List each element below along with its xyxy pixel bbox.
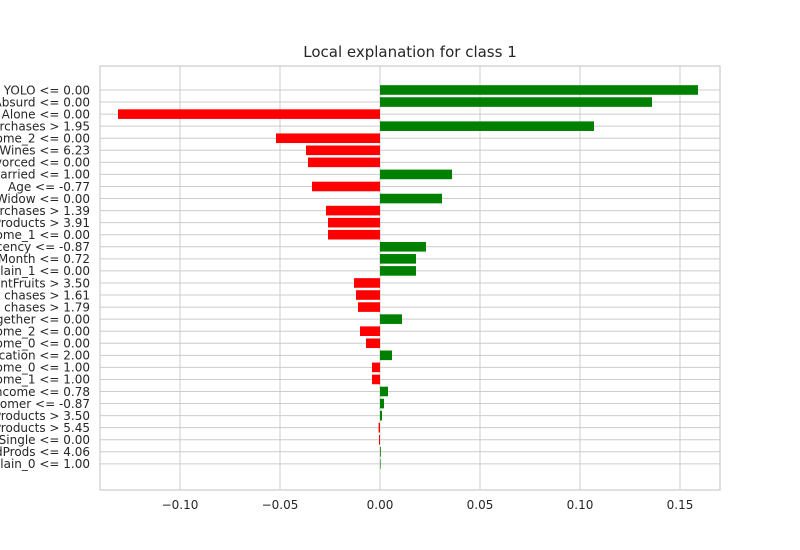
y-tick-label: Absurd <= 0.00: [0, 95, 90, 109]
bar: [380, 85, 698, 95]
bar: [380, 169, 452, 180]
y-tick-label: Married <= 1.00: [0, 168, 90, 182]
bar: [380, 410, 382, 421]
x-tick-label: 0.15: [667, 498, 694, 512]
y-tick-label: rchases > 1.95: [0, 119, 90, 133]
x-tick-label: −0.10: [162, 498, 199, 512]
bar: [378, 422, 380, 433]
bar: [276, 133, 380, 144]
chart-title: Local explanation for class 1: [303, 43, 517, 61]
bar: [326, 205, 380, 216]
bar: [380, 447, 381, 457]
y-tick-label: ncome <= 0.78: [0, 385, 90, 399]
bar: [380, 459, 381, 469]
y-tick-label: tomer <= -0.87: [0, 397, 90, 411]
y-tick-label: Products > 5.45: [0, 421, 90, 435]
bar: [306, 145, 380, 156]
y-tick-label: Widow <= 0.00: [0, 192, 90, 206]
bars: [118, 85, 698, 469]
bar: [358, 302, 380, 312]
bar: [380, 266, 416, 276]
bar: [312, 181, 380, 192]
y-tick-label: ome_1 <= 0.00: [0, 228, 90, 242]
bar: [354, 278, 380, 288]
bar: [372, 374, 380, 385]
x-tick-label: −0.05: [262, 498, 299, 512]
bar: [380, 241, 426, 252]
y-tick-label: YOLO <= 0.00: [3, 83, 90, 97]
bar: [308, 157, 380, 168]
y-tick-label: plain_1 <= 0.00: [0, 264, 90, 278]
bar: [328, 229, 380, 240]
y-tick-label: ome_2 <= 0.00: [0, 132, 90, 146]
x-tick-label: 0.00: [367, 498, 394, 512]
y-tick-label: Wines <= 6.23: [0, 144, 90, 158]
y-tick-label: chases > 1.61: [4, 288, 90, 302]
x-tick-label: 0.10: [567, 498, 594, 512]
y-tick-label: Alone <= 0.00: [2, 107, 90, 121]
y-tick-label: ome_2 <= 0.00: [0, 325, 90, 339]
y-tick-label: Single <= 0.00: [0, 433, 90, 447]
bar: [380, 386, 388, 397]
x-tick-label: 0.05: [467, 498, 494, 512]
y-tick-label: plain_0 <= 1.00: [0, 457, 90, 471]
bar: [380, 193, 442, 204]
y-tick-label: ome_0 <= 1.00: [0, 361, 90, 375]
bar: [328, 217, 380, 228]
bar: [366, 338, 380, 349]
bar: [380, 121, 594, 131]
bar: [380, 254, 416, 264]
bar: [360, 326, 380, 336]
bar: [380, 314, 402, 324]
y-tick-label: ome_1 <= 1.00: [0, 373, 90, 387]
plot-background: [100, 66, 720, 490]
bar: [380, 97, 652, 107]
bar: [380, 398, 384, 409]
y-tick-label: gether <= 0.00: [0, 312, 90, 326]
y-tick-label: dProds <= 4.06: [0, 445, 90, 459]
bar: [380, 350, 392, 361]
y-tick-label: ucation <= 2.00: [0, 349, 90, 363]
y-tick-label: ome_0 <= 0.00: [0, 337, 90, 351]
y-tick-label: vorced <= 0.00: [0, 156, 90, 170]
y-tick-label: cency <= -0.87: [0, 240, 90, 254]
y-tick-label: rchases > 1.39: [0, 204, 90, 218]
bar: [356, 290, 380, 300]
y-tick-label: Age <= -0.77: [8, 180, 90, 194]
plot-frame: [99, 65, 721, 491]
bar: [118, 109, 380, 119]
y-tick-label: Products > 3.91: [0, 216, 90, 230]
x-tick-labels: −0.10 −0.05 0.00 0.05 0.10 0.15: [162, 498, 694, 512]
bar: [372, 362, 380, 373]
y-tick-label: chases > 1.79: [4, 300, 90, 314]
y-tick-label: Month <= 0.72: [0, 252, 90, 266]
bar: [379, 434, 380, 445]
y-tick-label: Products > 3.50: [0, 409, 90, 423]
y-tick-label: ntFruits > 3.50: [0, 276, 90, 290]
